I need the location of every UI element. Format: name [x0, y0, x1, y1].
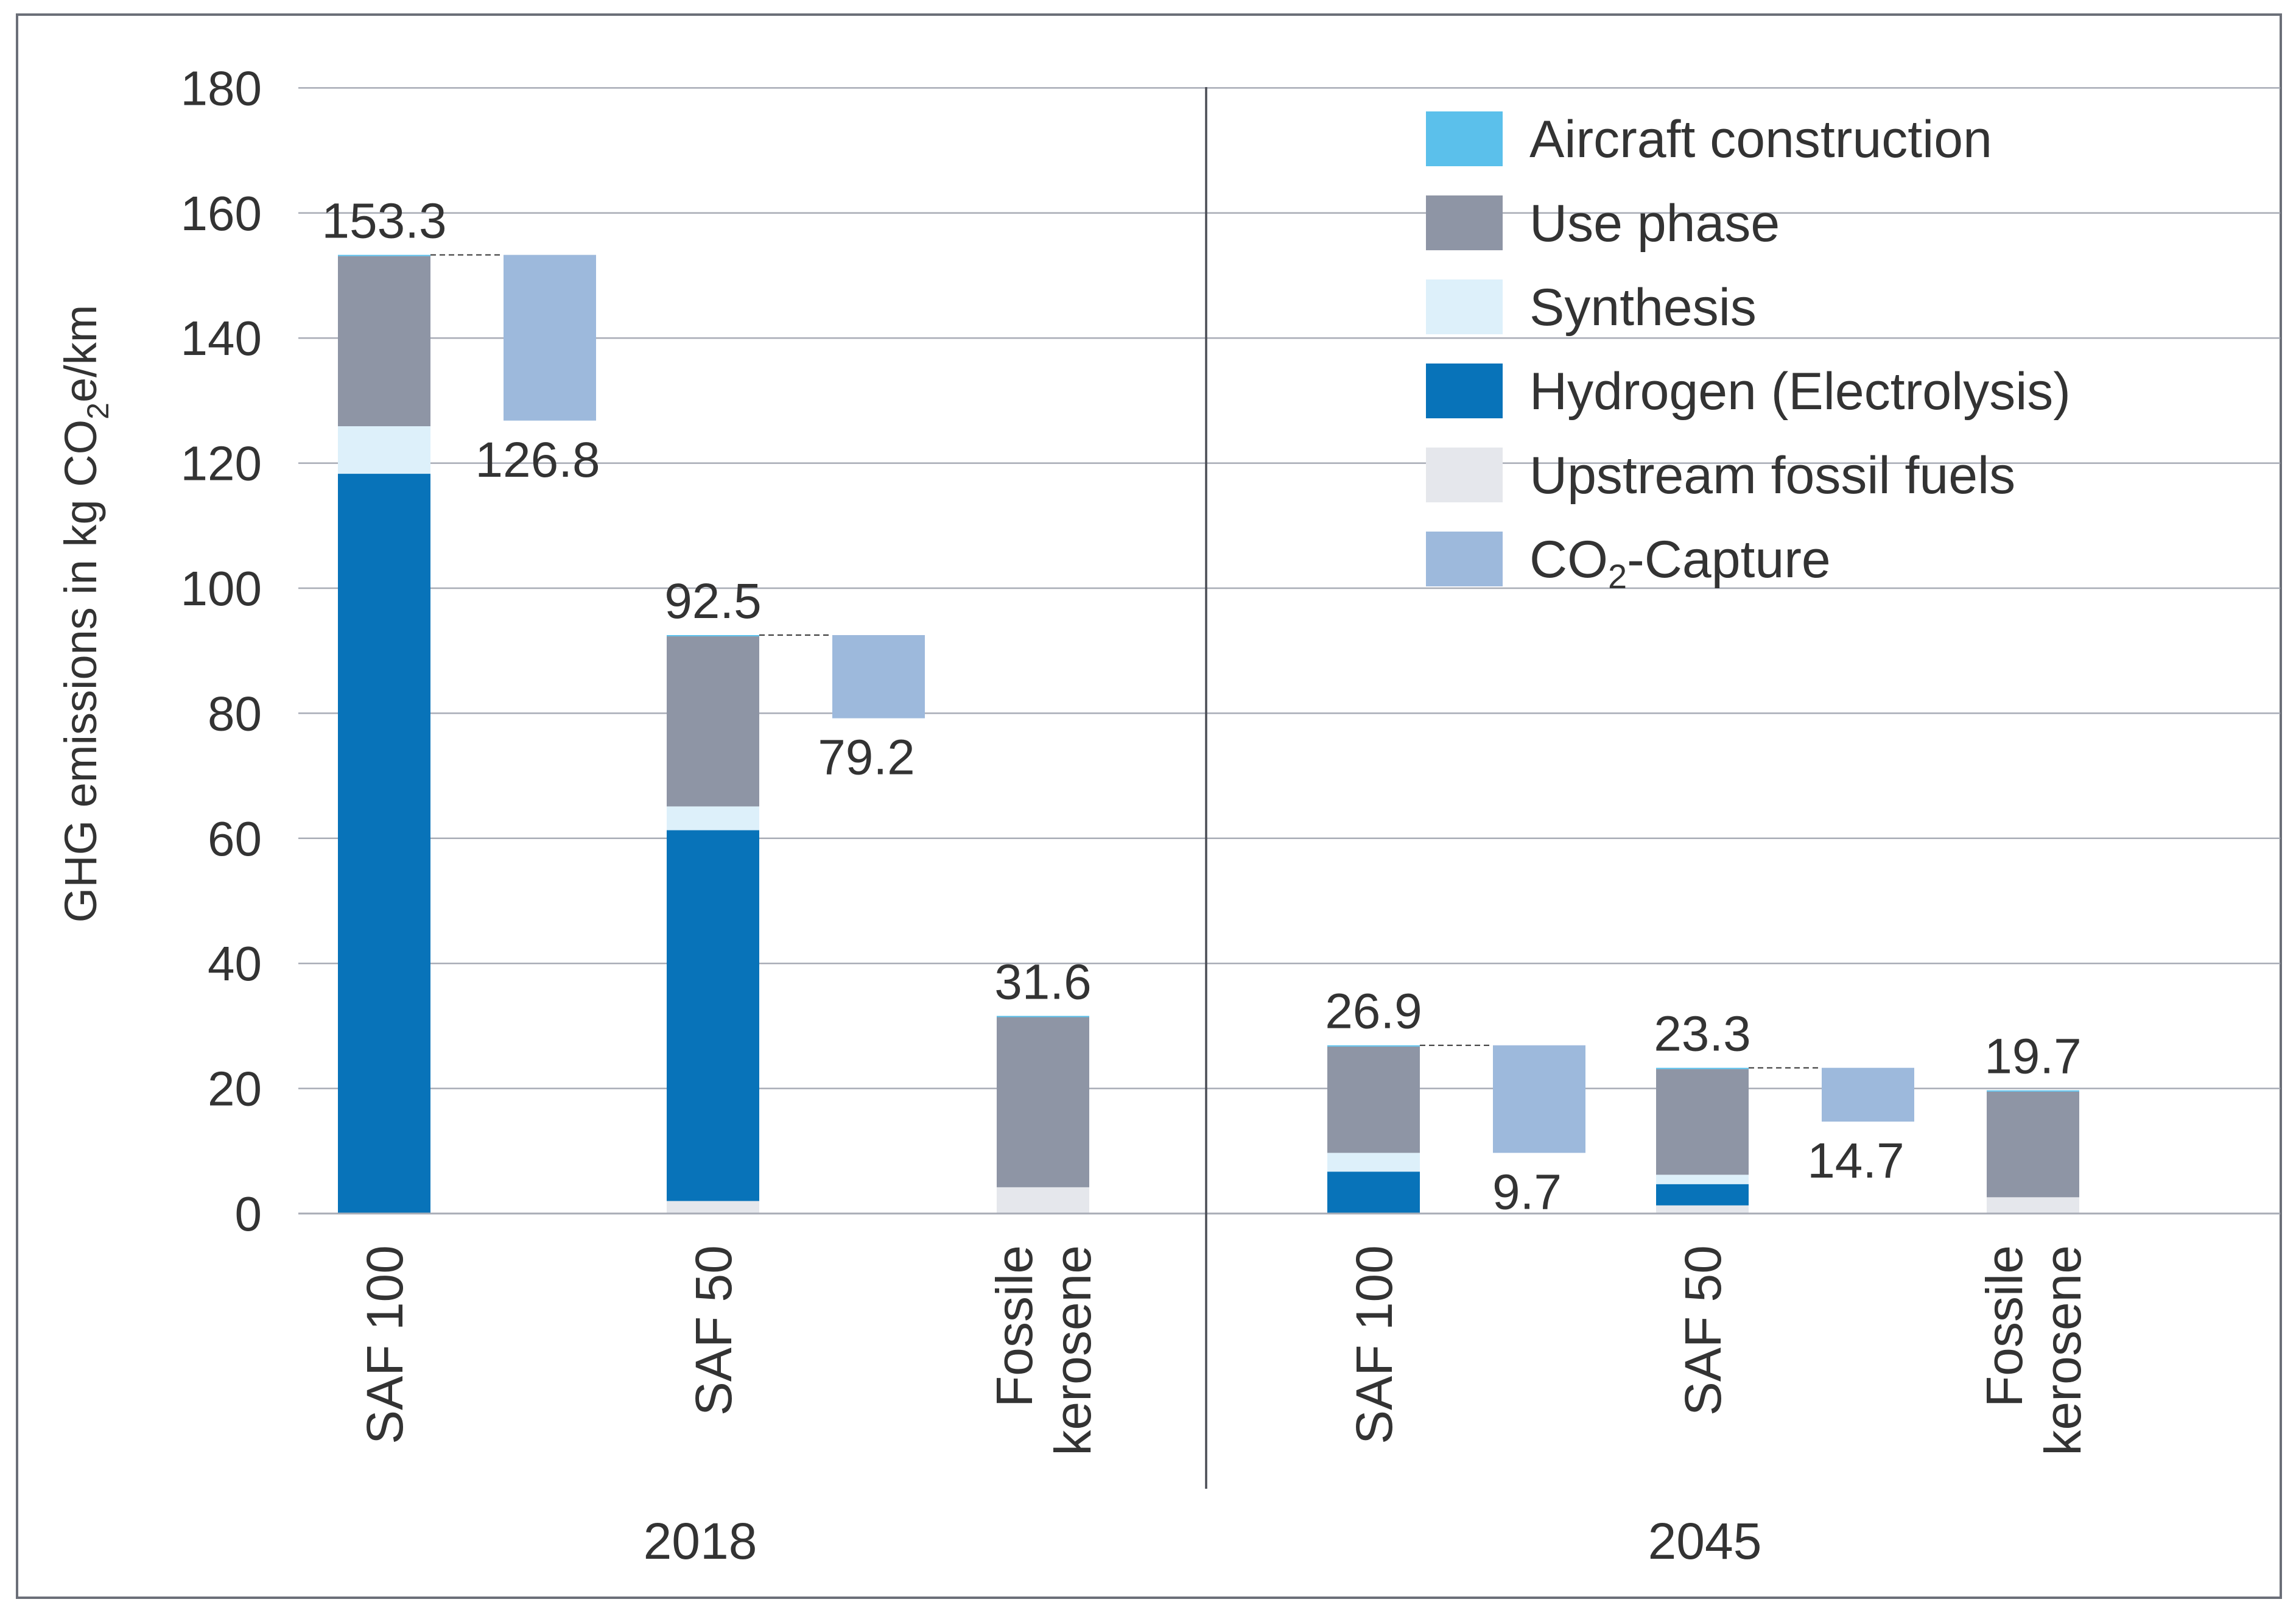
y-tick-label: 100 — [181, 561, 262, 616]
bar-segment-synth — [338, 426, 430, 474]
total-value-label: 153.3 — [321, 194, 446, 249]
legend-swatch-capture — [1426, 532, 1503, 586]
bar-segment-use — [997, 1017, 1089, 1187]
y-tick-label: 160 — [181, 186, 262, 241]
bar-segment-capture — [1493, 1045, 1585, 1153]
legend-swatch-h2 — [1426, 364, 1503, 418]
total-value-label: 19.7 — [1984, 1029, 2082, 1084]
data-labels: 153.3 126.8 92.5 79.2 31.6 26.9 9.7 23.3 14.7 19.… — [321, 194, 2081, 1220]
grid-lines — [298, 87, 2280, 1089]
bar-segment-use — [338, 256, 430, 427]
axes: 0 20 40 60 80 100 120 140 160 180 GHG emissions in… — [55, 61, 2280, 1570]
legend-swatch-upstream — [1426, 448, 1503, 502]
total-value-label: 23.3 — [1654, 1006, 1751, 1062]
category-label: SAF 100 — [356, 1245, 413, 1444]
total-value-label: 31.6 — [994, 954, 1092, 1010]
y-tick-label: 140 — [181, 311, 262, 365]
legend-label-h2: Hydrogen (Electrolysis) — [1529, 362, 2071, 421]
legend-label-upstream: Upstream fossil fuels — [1529, 446, 2015, 505]
y-axis-label: GHG emissions in kg CO2e/km — [55, 305, 115, 923]
category-label: SAF 50 — [685, 1245, 742, 1416]
category-label: kerosene — [1044, 1245, 1101, 1456]
bar-segment-aircraft — [338, 255, 430, 256]
bar-segment-aircraft — [997, 1016, 1089, 1017]
y-tick-label: 0 — [235, 1187, 262, 1241]
total-value-label: 26.9 — [1325, 984, 1422, 1039]
bar-segment-aircraft — [1987, 1090, 2079, 1092]
bar-segment-upstream — [1987, 1197, 2079, 1214]
bar-segment-aircraft — [1327, 1045, 1420, 1047]
legend-label-prefix: CO — [1529, 530, 1608, 589]
bar-segment-h2 — [667, 830, 759, 1201]
bars — [338, 254, 2079, 1214]
legend-label-synth: Synthesis — [1529, 278, 1757, 337]
bar-segment-use — [1327, 1046, 1420, 1153]
bar-segment-aircraft — [667, 635, 759, 637]
legend-swatch-synth — [1426, 279, 1503, 334]
net-value-label: 14.7 — [1807, 1133, 1905, 1189]
bar-segment-upstream — [667, 1201, 759, 1214]
category-label: Fossile — [986, 1245, 1043, 1407]
legend-swatch-use — [1426, 195, 1503, 250]
net-value-label: 126.8 — [475, 432, 600, 488]
net-value-label: 79.2 — [818, 730, 915, 785]
bar-segment-upstream — [1656, 1205, 1749, 1214]
bar-segment-synth — [667, 806, 759, 831]
category-label: Fossile — [1976, 1245, 2033, 1407]
y-tick-label: 40 — [208, 936, 262, 991]
group-year-label: 2018 — [644, 1512, 757, 1570]
y-tick-label: 180 — [181, 61, 262, 115]
bar-segment-synth — [1327, 1153, 1420, 1172]
legend-label-subscript: 2 — [1608, 557, 1627, 595]
y-axis-label-suffix: e/km — [55, 305, 106, 402]
category-label: kerosene — [2034, 1245, 2091, 1456]
bar-segment-capture — [504, 255, 596, 421]
bar-segment-use — [667, 636, 759, 807]
legend-label-use: Use phase — [1529, 194, 1780, 253]
legend-swatch-aircraft — [1426, 111, 1503, 166]
legend: Aircraft construction Use phase Synthesis H… — [1426, 110, 2071, 595]
bar-segment-synth — [1656, 1175, 1749, 1184]
y-tick-label: 20 — [208, 1062, 262, 1116]
bar-segment-h2 — [1656, 1184, 1749, 1206]
legend-label-capture: CO2-Capture — [1529, 530, 1831, 595]
bar-segment-h2 — [1327, 1172, 1420, 1214]
y-tick-label: 120 — [181, 437, 262, 491]
category-label: SAF 100 — [1346, 1245, 1403, 1444]
y-axis-label-subscript: 2 — [81, 402, 115, 420]
bar-segment-capture — [1822, 1067, 1914, 1122]
net-value-label: 9.7 — [1492, 1164, 1562, 1220]
bar-segment-capture — [832, 635, 925, 718]
bar-segment-upstream — [997, 1187, 1089, 1214]
bar-segment-aircraft — [1656, 1067, 1749, 1069]
bar-segment-h2 — [338, 474, 430, 1214]
legend-label-suffix: -Capture — [1627, 530, 1831, 589]
total-value-label: 92.5 — [664, 574, 762, 629]
bar-segment-use — [1987, 1091, 2079, 1198]
group-year-label: 2045 — [1648, 1512, 1762, 1570]
legend-label-aircraft: Aircraft construction — [1529, 110, 1992, 169]
y-axis-label-prefix: GHG emissions in kg CO — [55, 420, 106, 923]
bar-segment-use — [1656, 1069, 1749, 1175]
category-label: SAF 50 — [1674, 1245, 1732, 1416]
y-tick-label: 60 — [208, 812, 262, 866]
y-tick-label: 80 — [208, 686, 262, 740]
